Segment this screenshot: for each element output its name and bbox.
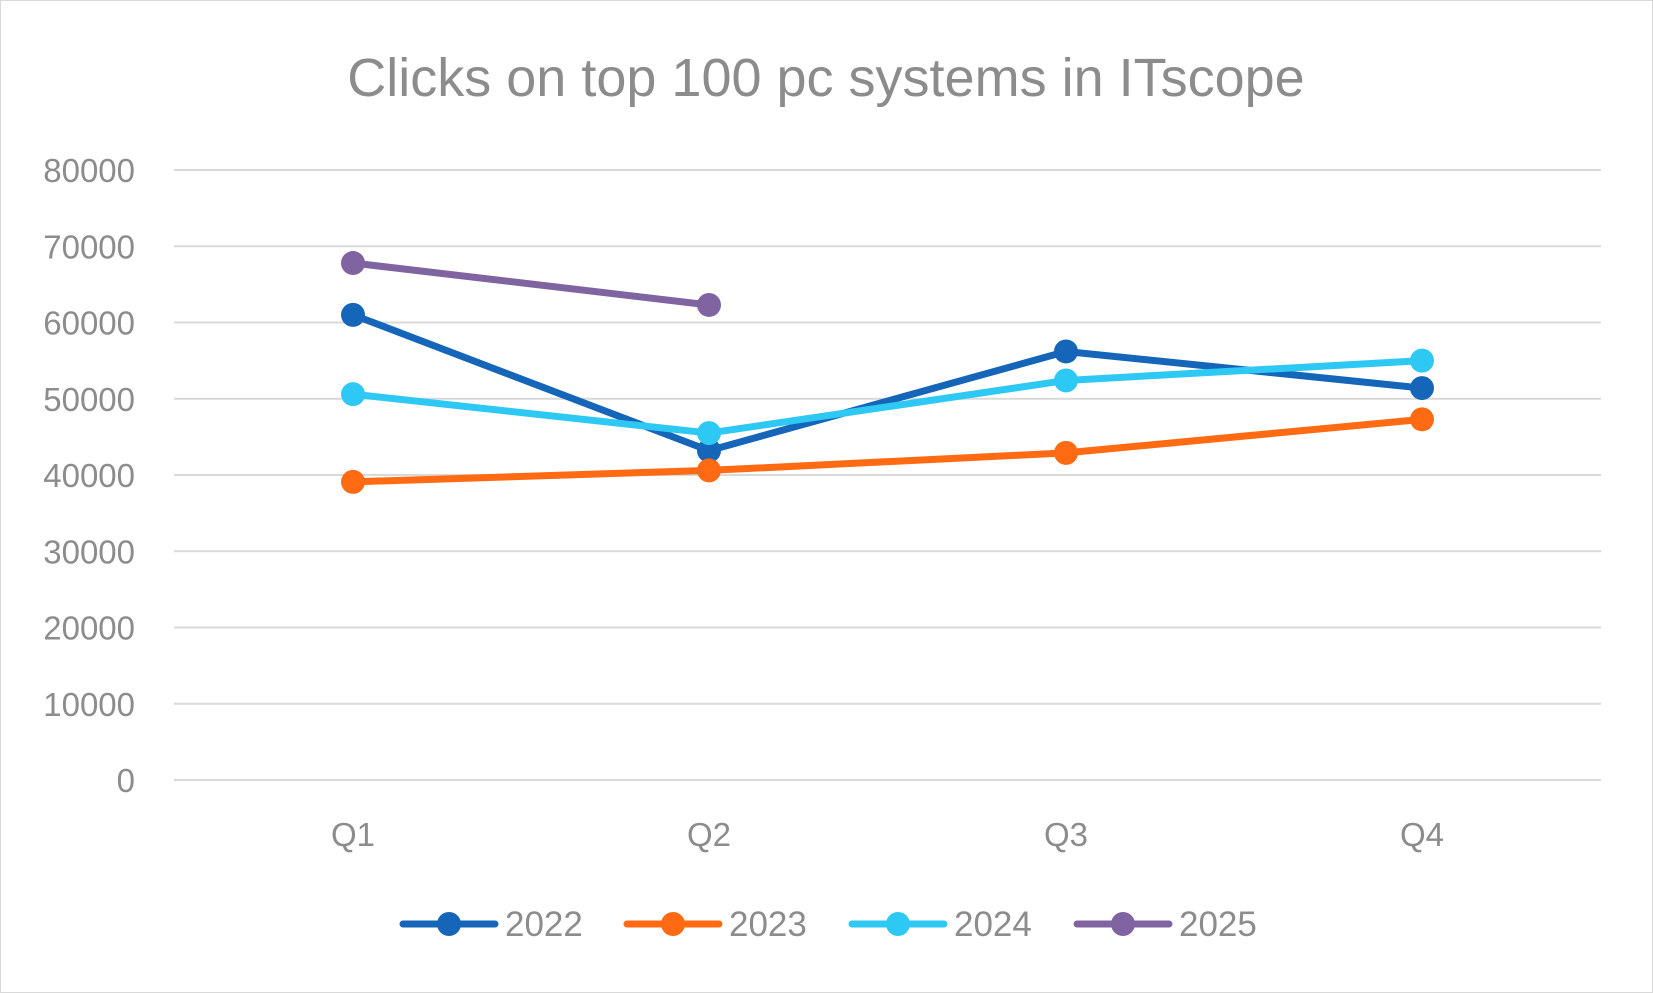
y-tick-label: 40000 — [43, 457, 135, 494]
legend-label: 2025 — [1179, 905, 1257, 944]
series-2024 — [341, 348, 1434, 446]
data-point — [697, 458, 721, 483]
y-axis: 0 10000 20000 30000 40000 50000 60000 70000 8000… — [43, 152, 135, 799]
data-point — [1054, 368, 1078, 393]
legend-item: 2024 — [848, 905, 1032, 944]
data-point — [341, 382, 365, 407]
legend-item: 2025 — [1073, 905, 1257, 944]
x-tick-label: Q2 — [687, 816, 731, 853]
legend-label: 2023 — [729, 905, 807, 944]
series-line-2023 — [349, 415, 1426, 486]
series-line-2025 — [349, 259, 713, 309]
data-point — [341, 251, 365, 276]
x-tick-label: Q4 — [1400, 816, 1444, 853]
legend-label: 2024 — [954, 905, 1032, 944]
legend-marker — [437, 912, 461, 936]
legend-item: 2022 — [399, 905, 583, 944]
data-point — [341, 302, 365, 327]
y-tick-label: 60000 — [43, 305, 135, 342]
legend-marker — [886, 912, 910, 936]
legend-marker — [661, 912, 685, 936]
data-point — [1410, 407, 1434, 432]
data-point — [341, 469, 365, 494]
series-2022 — [341, 302, 1434, 463]
y-tick-label: 30000 — [43, 533, 135, 570]
series-line-2022 — [349, 311, 1426, 455]
x-tick-label: Q1 — [331, 816, 375, 853]
y-tick-label: 50000 — [43, 381, 135, 418]
series-2023 — [341, 407, 1434, 494]
gridlines — [174, 169, 1601, 781]
series-2025 — [341, 251, 721, 317]
legend-marker — [1111, 912, 1135, 936]
data-point — [697, 438, 721, 463]
x-axis: Q1 Q2 Q3 Q4 — [331, 816, 1444, 853]
x-tick-label: Q3 — [1044, 816, 1088, 853]
y-tick-label: 20000 — [43, 610, 135, 647]
data-point — [1410, 348, 1434, 373]
y-tick-label: 70000 — [43, 228, 135, 265]
data-point — [697, 421, 721, 446]
data-point — [1054, 339, 1078, 364]
legend: 2022 2023 2024 2025 — [399, 905, 1257, 944]
chart-title: Clicks on top 100 pc systems in ITscope — [347, 48, 1304, 108]
legend-label: 2022 — [505, 905, 583, 944]
series-line-2024 — [349, 357, 1426, 437]
y-tick-label: 10000 — [43, 686, 135, 723]
data-point — [1410, 376, 1434, 401]
legend-item: 2023 — [623, 905, 807, 944]
series-lines — [341, 251, 1434, 494]
data-point — [1054, 440, 1078, 465]
y-tick-label: 0 — [117, 762, 135, 799]
data-point — [697, 292, 721, 317]
y-tick-label: 80000 — [43, 152, 135, 189]
